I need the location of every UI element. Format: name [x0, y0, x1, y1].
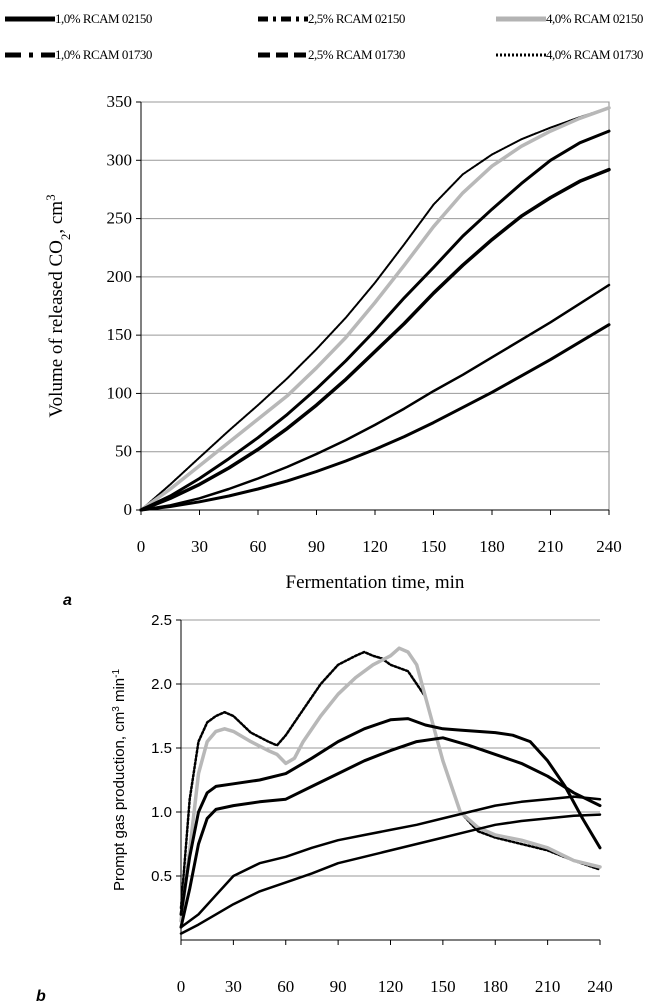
series-line	[140, 106, 610, 511]
legend-label: 1,0% RCAM 02150	[55, 11, 152, 26]
x-tick-label: 180	[483, 977, 509, 996]
x-tick-label: 60	[250, 537, 267, 556]
x-tick-label: 90	[308, 537, 325, 556]
x-tick-label: 0	[137, 537, 146, 556]
x-tick-label: 90	[330, 977, 347, 996]
series-line	[179, 736, 602, 929]
x-tick-label: 240	[587, 977, 613, 996]
x-tick-label: 150	[421, 537, 447, 556]
x-tick-label: 150	[430, 977, 456, 996]
y-axis-label: Prompt gas production, cm3 min-1	[111, 669, 129, 891]
legend-swatch	[258, 16, 308, 22]
panel-label-b: b	[36, 988, 46, 1005]
chart-a: 0 50 100 150 200 250 300 350 0 30 60 90 120 150 180 210…	[43, 92, 622, 593]
y-tick-label: 1.0	[151, 804, 172, 821]
y-tick-label: 150	[107, 325, 133, 344]
legend-label: 2,5% RCAM 02150	[308, 11, 405, 26]
panel-label-a: a	[63, 592, 72, 609]
chart-b: 0.51.01.52.02.50306090120150180210240Fer…	[111, 612, 613, 996]
legend-item: 4,0% RCAM 02150	[496, 8, 643, 30]
legend-label: 4,0% RCAM 01730	[546, 47, 643, 62]
x-tick-label: 30	[191, 537, 208, 556]
x-tick-label: 210	[538, 537, 564, 556]
x-tick-label: 0	[177, 977, 186, 996]
y-tick-label: 250	[107, 209, 133, 228]
y-tick-label: 1.5	[151, 740, 172, 757]
x-tick-label: 120	[378, 977, 404, 996]
series-line	[139, 129, 611, 512]
legend-item: 1,0% RCAM 02150	[5, 8, 152, 30]
legend-item: 4,0% RCAM 01730	[496, 44, 643, 66]
y-tick-label: 2.0	[151, 676, 172, 693]
x-tick-label: 120	[362, 537, 388, 556]
series-line	[179, 650, 602, 910]
series-line	[179, 813, 602, 935]
y-tick-label: 50	[115, 442, 132, 461]
series-line	[139, 167, 611, 512]
y-tick-label: 350	[107, 92, 133, 111]
chart-legend: 1,0% RCAM 02150 2,5% RCAM 02150 4,0% RCAM …	[0, 0, 657, 96]
y-axis-label: Volume of released CO2, cm3	[43, 194, 73, 417]
x-tick-label: 30	[225, 977, 242, 996]
y-tick-label: 300	[107, 150, 133, 169]
series-line	[139, 323, 611, 512]
y-tick-label: 200	[107, 267, 133, 286]
x-tick-label: 210	[535, 977, 561, 996]
legend-swatch	[5, 52, 55, 58]
x-tick-label: 240	[596, 537, 622, 556]
y-tick-label: 0	[124, 500, 133, 519]
series-line	[179, 795, 602, 929]
legend-swatch	[5, 16, 55, 22]
x-tick-label: 180	[479, 537, 505, 556]
legend-label: 2,5% RCAM 01730	[308, 47, 405, 62]
legend-label: 4,0% RCAM 02150	[546, 11, 643, 26]
x-axis-label: Fermentation time, min	[286, 572, 465, 593]
series-line	[139, 106, 611, 512]
y-tick-label: 100	[107, 383, 133, 402]
legend-item: 2,5% RCAM 01730	[258, 44, 405, 66]
legend-swatch	[496, 53, 546, 57]
legend-swatch	[496, 16, 546, 22]
y-tick-label: 2.5	[151, 612, 172, 629]
series-line	[179, 717, 602, 916]
legend-label: 1,0% RCAM 01730	[55, 47, 152, 62]
legend-swatch	[258, 52, 308, 58]
y-tick-label: 0.5	[151, 868, 172, 885]
legend-item: 2,5% RCAM 02150	[258, 8, 405, 30]
series-line	[139, 283, 611, 512]
plot-frame	[181, 620, 600, 940]
x-tick-label: 60	[277, 977, 294, 996]
legend-item: 1,0% RCAM 01730	[5, 44, 152, 66]
series-line	[179, 646, 602, 923]
